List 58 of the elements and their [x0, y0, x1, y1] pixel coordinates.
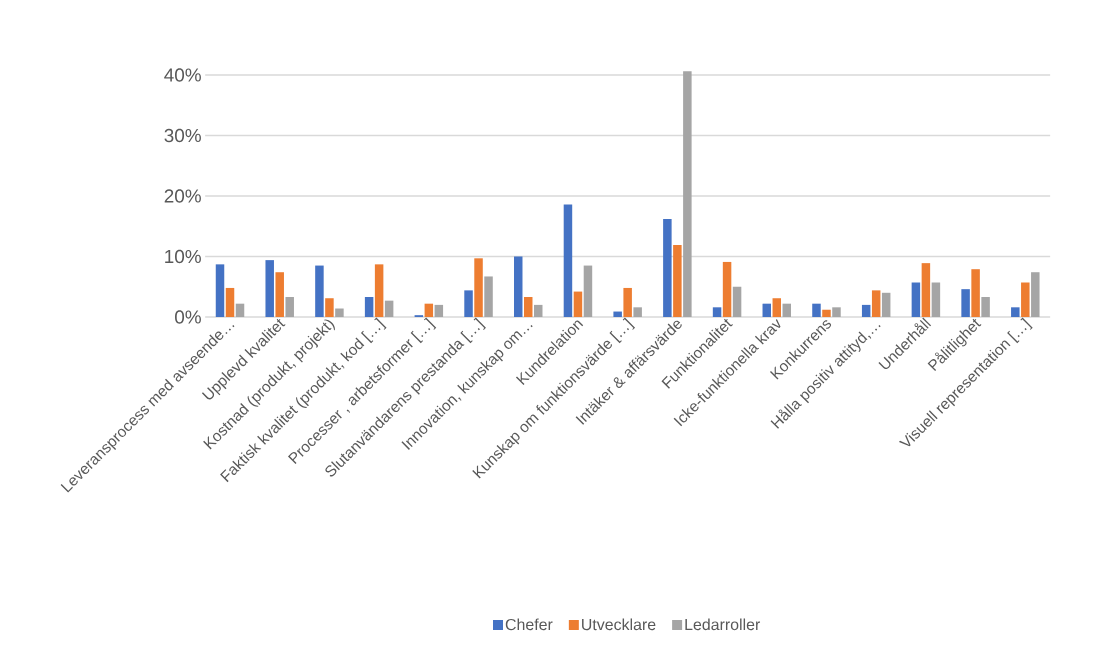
legend-label: Chefer	[505, 618, 553, 631]
bar	[782, 303, 792, 317]
legend-label: Utvecklare	[582, 618, 656, 631]
bar	[533, 304, 543, 317]
y-tick-label: 40%	[164, 68, 201, 82]
bar	[762, 303, 772, 317]
bar	[275, 272, 284, 317]
y-tick-label: 10%	[165, 249, 201, 264]
bar	[374, 264, 384, 317]
bar	[673, 244, 682, 317]
bar	[772, 298, 782, 317]
bar	[633, 307, 642, 317]
bar	[861, 304, 871, 317]
bar	[225, 287, 235, 317]
bar	[881, 292, 891, 317]
bar	[424, 303, 434, 317]
bar	[812, 303, 821, 317]
bar	[285, 297, 294, 317]
bar	[712, 307, 722, 317]
bar	[325, 298, 334, 317]
bar	[921, 263, 931, 317]
bar	[335, 308, 344, 317]
bar	[265, 260, 274, 317]
y-tick-label: 20%	[164, 189, 201, 203]
bar	[563, 204, 573, 317]
bar	[1031, 272, 1040, 317]
bar	[732, 286, 742, 317]
bar	[722, 261, 732, 317]
y-tick-label: 0%	[175, 310, 201, 324]
bar	[484, 276, 493, 317]
bar	[971, 269, 980, 317]
bar	[1011, 307, 1020, 317]
bar	[623, 287, 632, 317]
bar	[315, 265, 324, 317]
bar	[911, 282, 921, 317]
bar	[215, 264, 225, 317]
bar	[474, 258, 483, 317]
bar	[981, 297, 990, 317]
bar	[832, 307, 841, 317]
bar	[931, 282, 941, 317]
bar	[1021, 282, 1030, 317]
bar	[822, 309, 831, 317]
legend-label: Ledarroller	[685, 618, 761, 631]
bar	[513, 256, 523, 317]
bar	[871, 290, 881, 317]
bar	[613, 311, 622, 317]
bar	[523, 297, 533, 317]
bar	[961, 289, 970, 317]
bar	[364, 297, 374, 317]
bar	[384, 300, 394, 317]
bar	[235, 303, 245, 317]
bar	[464, 290, 473, 317]
bar	[683, 71, 692, 317]
bar	[663, 218, 672, 317]
bar	[573, 291, 583, 317]
bar	[434, 304, 444, 317]
y-tick-label: 30%	[164, 128, 201, 143]
bar	[583, 265, 593, 317]
